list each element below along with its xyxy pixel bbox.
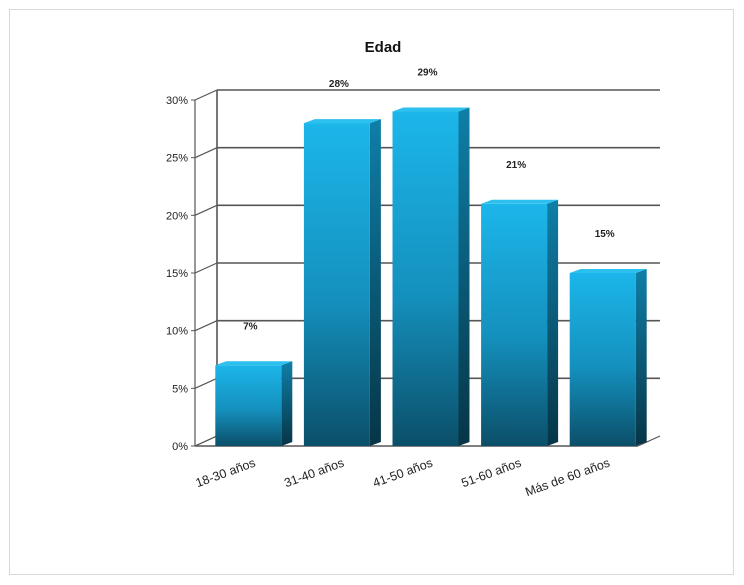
- chart-title: Edad: [365, 39, 402, 56]
- grid-side-line: [194, 89, 218, 101]
- data-label: 21%: [506, 160, 526, 171]
- bar-top: [569, 269, 647, 273]
- bar-top: [392, 107, 470, 112]
- chart-frame: 0% 5% 10% 15% 20% 25% 30% 7% 18-30 años 28% 31-40…: [9, 9, 734, 575]
- grid-side-line: [194, 320, 218, 332]
- bar-side: [547, 199, 559, 446]
- y-tick-label: 25%: [166, 153, 188, 165]
- data-label: 28%: [329, 79, 349, 90]
- data-label: 7%: [243, 321, 258, 332]
- bar-side: [281, 361, 293, 446]
- x-tick-label: 51-60 años: [460, 456, 524, 491]
- bar-side: [369, 119, 381, 447]
- y-tick-label: 15%: [166, 268, 188, 280]
- y-tick-label: 20%: [166, 210, 188, 222]
- x-tick-label: 41-50 años: [371, 456, 435, 491]
- bars-layer: [215, 107, 647, 447]
- y-tick-label: 30%: [166, 95, 188, 107]
- bar-side: [458, 107, 470, 447]
- data-label: 15%: [595, 229, 615, 240]
- bar-top: [481, 199, 559, 204]
- bar-side: [635, 269, 647, 446]
- bar-chart: 0% 5% 10% 15% 20% 25% 30% 7% 18-30 años 28% 31-40…: [166, 39, 661, 500]
- grid-side-line: [194, 204, 218, 216]
- bar: [569, 273, 636, 446]
- grid-side-line: [194, 262, 218, 274]
- y-tick-label: 0%: [172, 441, 188, 453]
- bar-top: [215, 361, 293, 366]
- x-tick-label: Más de 60 años: [523, 456, 611, 500]
- bar: [303, 123, 370, 447]
- bar: [481, 203, 548, 446]
- data-label: 29%: [417, 68, 437, 79]
- bar: [392, 111, 459, 447]
- x-tick-label: 18-30 años: [194, 456, 258, 491]
- grid-side-line: [194, 435, 218, 447]
- y-tick-label: 10%: [166, 326, 188, 338]
- bar-top: [303, 119, 381, 124]
- floor-right-edge: [637, 435, 661, 447]
- x-tick-label: 31-40 años: [282, 456, 346, 491]
- grid-side-line: [194, 377, 218, 389]
- grid-side-line: [194, 147, 218, 159]
- bar: [215, 365, 282, 446]
- y-tick-label: 5%: [172, 383, 188, 395]
